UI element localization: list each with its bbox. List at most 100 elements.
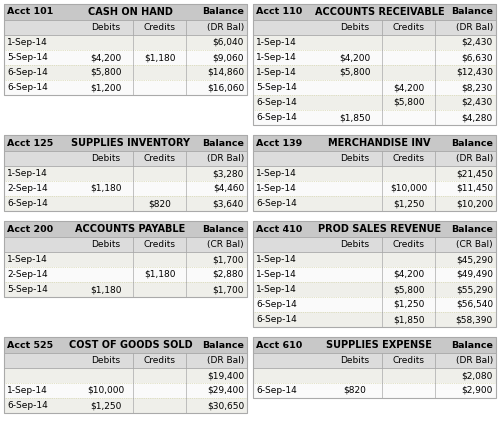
Text: $8,230: $8,230 [462, 83, 493, 92]
Text: $1,850: $1,850 [393, 315, 424, 324]
Bar [253, 181, 496, 196]
Text: $5,800: $5,800 [393, 285, 424, 294]
Text: $10,000: $10,000 [88, 386, 124, 395]
Text: 1-Sep-14: 1-Sep-14 [256, 68, 297, 77]
Bar [253, 312, 496, 327]
Bar [253, 135, 496, 151]
Text: (DR Bal): (DR Bal) [207, 23, 244, 32]
Text: (DR Bal): (DR Bal) [456, 23, 493, 32]
Text: $2,430: $2,430 [462, 98, 493, 107]
Bar [4, 221, 247, 297]
Bar [253, 20, 496, 35]
Text: $2,080: $2,080 [462, 371, 493, 380]
Text: 1-Sep-14: 1-Sep-14 [256, 270, 297, 279]
Text: 1-Sep-14: 1-Sep-14 [7, 169, 48, 178]
Text: Credits: Credits [144, 356, 176, 365]
Text: $2,880: $2,880 [212, 270, 244, 279]
Text: $1,180: $1,180 [144, 53, 176, 62]
Bar [4, 4, 247, 20]
Text: 6-Sep-14: 6-Sep-14 [256, 113, 297, 122]
Text: 5-Sep-14: 5-Sep-14 [256, 83, 297, 92]
Text: $14,860: $14,860 [207, 68, 244, 77]
Text: $4,280: $4,280 [462, 113, 493, 122]
Text: $29,400: $29,400 [207, 386, 244, 395]
Text: $9,060: $9,060 [212, 53, 244, 62]
Bar [4, 35, 247, 50]
Bar [4, 368, 247, 383]
Text: $12,430: $12,430 [456, 68, 493, 77]
Bar [4, 337, 247, 353]
Text: Credits: Credits [392, 240, 424, 249]
Text: (DR Bal): (DR Bal) [207, 356, 244, 365]
Text: Debits: Debits [340, 240, 370, 249]
Bar [253, 65, 496, 80]
Text: Balance: Balance [202, 340, 244, 349]
Text: $820: $820 [148, 199, 171, 208]
Text: $45,290: $45,290 [456, 255, 493, 264]
Text: 1-Sep-14: 1-Sep-14 [256, 38, 297, 47]
Bar [4, 65, 247, 80]
Text: Acct 101: Acct 101 [7, 8, 53, 17]
Text: Balance: Balance [451, 340, 493, 349]
Text: $21,450: $21,450 [456, 169, 493, 178]
Text: $820: $820 [344, 386, 366, 395]
Text: Balance: Balance [202, 224, 244, 233]
Bar [4, 398, 247, 413]
Bar [4, 166, 247, 181]
Text: $4,200: $4,200 [340, 53, 370, 62]
Bar [253, 151, 496, 166]
Bar [4, 237, 247, 252]
Bar [4, 221, 247, 237]
Bar [4, 181, 247, 196]
Text: Debits: Debits [340, 356, 370, 365]
Text: Credits: Credits [144, 240, 176, 249]
Text: $1,200: $1,200 [90, 83, 122, 92]
Text: 1-Sep-14: 1-Sep-14 [7, 386, 48, 395]
Bar [4, 135, 247, 211]
Bar [4, 50, 247, 65]
Bar [4, 282, 247, 297]
Text: Acct 125: Acct 125 [7, 138, 53, 147]
Bar [253, 267, 496, 282]
Text: Debits: Debits [340, 23, 370, 32]
Bar [253, 252, 496, 267]
Text: PROD SALES REVENUE: PROD SALES REVENUE [318, 224, 441, 234]
Text: 1-Sep-14: 1-Sep-14 [256, 169, 297, 178]
Bar [253, 221, 496, 327]
Text: Acct 110: Acct 110 [256, 8, 302, 17]
Text: (DR Bal): (DR Bal) [456, 356, 493, 365]
Text: $10,200: $10,200 [456, 199, 493, 208]
Text: Debits: Debits [340, 154, 370, 163]
Text: 1-Sep-14: 1-Sep-14 [256, 53, 297, 62]
Bar [253, 337, 496, 398]
Bar [253, 80, 496, 95]
Text: $4,200: $4,200 [90, 53, 122, 62]
Text: Debits: Debits [92, 154, 120, 163]
Text: 1-Sep-14: 1-Sep-14 [256, 184, 297, 193]
Text: SUPPLIES EXPENSE: SUPPLIES EXPENSE [326, 340, 432, 350]
Text: Acct 200: Acct 200 [7, 224, 53, 233]
Bar [253, 166, 496, 181]
Bar [253, 196, 496, 211]
Text: 6-Sep-14: 6-Sep-14 [256, 199, 297, 208]
Text: Credits: Credits [392, 356, 424, 365]
Text: $30,650: $30,650 [207, 401, 244, 410]
Text: $16,060: $16,060 [207, 83, 244, 92]
Text: 2-Sep-14: 2-Sep-14 [7, 270, 48, 279]
Text: ACCOUNTS RECEIVABLE: ACCOUNTS RECEIVABLE [314, 7, 444, 17]
Text: $3,640: $3,640 [212, 199, 244, 208]
Text: $1,850: $1,850 [340, 113, 371, 122]
Text: $6,040: $6,040 [212, 38, 244, 47]
Text: Balance: Balance [202, 138, 244, 147]
Text: 6-Sep-14: 6-Sep-14 [7, 68, 48, 77]
Text: 1-Sep-14: 1-Sep-14 [256, 255, 297, 264]
Text: Acct 139: Acct 139 [256, 138, 302, 147]
Bar [4, 80, 247, 95]
Bar [253, 337, 496, 353]
Bar [4, 151, 247, 166]
Text: $4,200: $4,200 [393, 270, 424, 279]
Text: $1,180: $1,180 [90, 184, 122, 193]
Bar [4, 135, 247, 151]
Bar [4, 252, 247, 267]
Text: 5-Sep-14: 5-Sep-14 [7, 53, 48, 62]
